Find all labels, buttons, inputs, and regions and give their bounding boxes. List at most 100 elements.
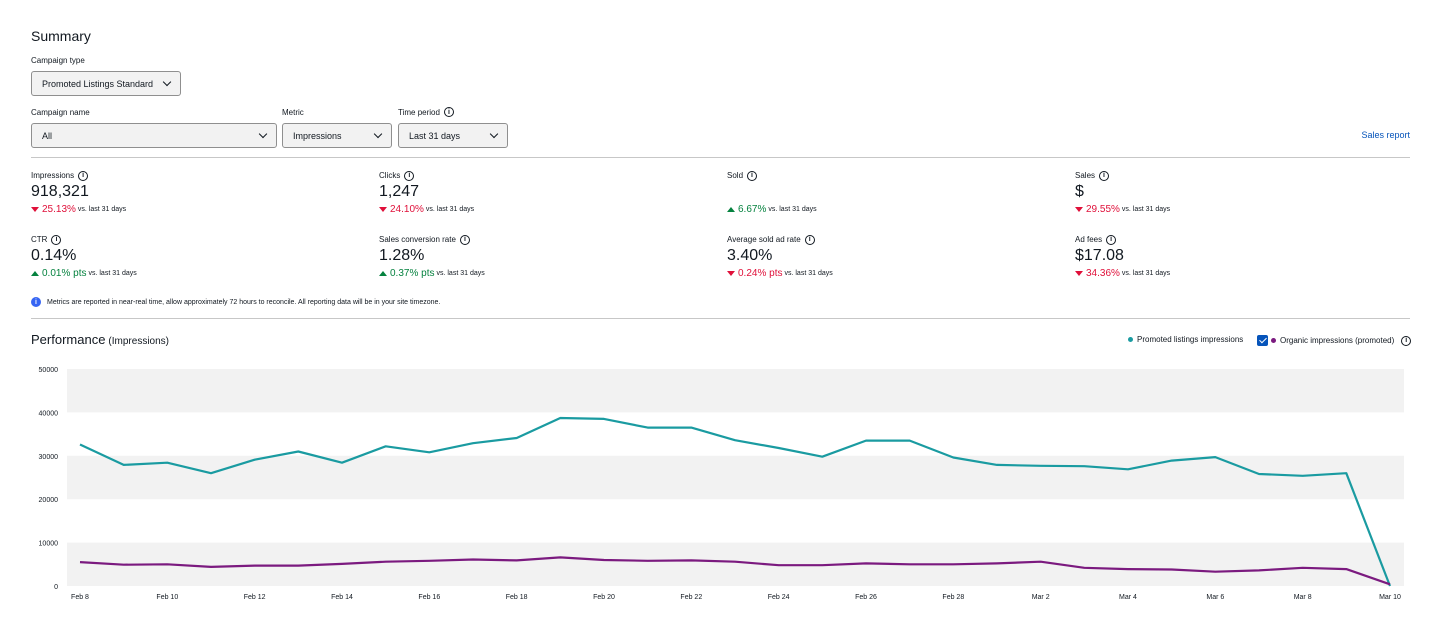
- metric-label-text: Ad fees: [1075, 235, 1103, 244]
- arrow-down-icon: [1075, 270, 1083, 276]
- time-period-select[interactable]: Last 31 days: [398, 123, 508, 148]
- x-tick-label: Feb 8: [71, 594, 89, 601]
- campaign-name-label: Campaign name: [31, 108, 90, 117]
- time-period-label: Time period: [398, 107, 440, 117]
- metric-label: Sales conversion rate i: [379, 234, 709, 245]
- info-icon[interactable]: i: [443, 107, 454, 117]
- info-circle-icon: i: [31, 297, 41, 307]
- metric-label: Sold i: [727, 170, 1057, 181]
- campaign-type-value: Promoted Listings Standard: [42, 78, 154, 89]
- x-tick-label: Feb 16: [418, 594, 440, 601]
- metric-label: Metric: [282, 108, 304, 117]
- x-tick-label: Mar 6: [1206, 594, 1224, 601]
- x-tick-label: Feb 18: [506, 594, 528, 601]
- metric-change-value: 0.37% pts: [390, 267, 435, 279]
- arrow-up-icon: [379, 270, 387, 276]
- promoted-dot-icon: [1128, 337, 1133, 342]
- metric-label-text: Impressions: [31, 171, 75, 180]
- x-tick-label: Mar 4: [1119, 594, 1137, 601]
- metric-card: Impressions i 918,321 25.13% vs. last 31 day…: [31, 170, 361, 215]
- y-tick-label: 20000: [39, 497, 59, 504]
- campaign-type-label: Campaign type: [31, 56, 85, 65]
- y-tick-label: 40000: [39, 410, 59, 417]
- x-tick-label: Feb 24: [768, 594, 790, 601]
- time-period-value: Last 31 days: [409, 130, 461, 141]
- page-title: Summary: [31, 28, 91, 44]
- metric-change-vs: vs. last 31 days: [436, 269, 485, 277]
- info-icon[interactable]: i: [404, 170, 415, 181]
- campaign-type-select[interactable]: Promoted Listings Standard: [31, 71, 181, 96]
- metric-change-vs: vs. last 31 days: [88, 269, 137, 277]
- metric-label: CTR i: [31, 234, 361, 245]
- metric-change: 6.67% vs. last 31 days: [727, 203, 1057, 215]
- metric-value: 1,247: [379, 183, 420, 200]
- legend-promoted[interactable]: Promoted listings impressions: [1128, 335, 1243, 344]
- metric-card: Sales conversion rate i 1.28% 0.37% pts vs. …: [379, 234, 709, 279]
- metric-change-value: 24.10%: [390, 203, 424, 215]
- metric-change-value: 34.36%: [1086, 267, 1120, 279]
- legend-promoted-label: Promoted listings impressions: [1137, 335, 1244, 344]
- metric-value: Impressions: [293, 130, 342, 141]
- metric-value: 918,321: [31, 183, 89, 200]
- info-icon[interactable]: i: [78, 170, 89, 181]
- metric-change: 24.10% vs. last 31 days: [379, 203, 709, 215]
- info-icon[interactable]: i: [459, 234, 470, 245]
- metric-change-value: 0.01% pts: [42, 267, 87, 279]
- info-icon[interactable]: i: [804, 234, 815, 245]
- metric-card: Sold i 6.67% vs. last 31 days: [727, 170, 1057, 215]
- metric-card: Ad fees i $17.08 34.36% vs. last 31 days: [1075, 234, 1405, 279]
- campaign-name-value: All: [42, 130, 53, 141]
- grid-band: [67, 542, 1404, 586]
- arrow-up-icon: [727, 206, 735, 212]
- metric-label: Clicks i: [379, 170, 709, 181]
- metric-value: 1.28%: [379, 247, 425, 264]
- metric-change: 0.24% pts vs. last 31 days: [727, 267, 1057, 279]
- x-tick-label: Feb 12: [244, 594, 266, 601]
- metric-change-vs: vs. last 31 days: [1121, 205, 1171, 213]
- metric-change-vs: vs. last 31 days: [77, 205, 127, 213]
- legend-organic[interactable]: Organic impressions (promoted) i: [1257, 335, 1412, 346]
- checkbox-checked-icon[interactable]: [1257, 335, 1268, 346]
- y-tick-label: 50000: [39, 367, 59, 374]
- info-icon[interactable]: i: [1401, 335, 1412, 346]
- metric-change: 0.37% pts vs. last 31 days: [379, 267, 709, 279]
- metric-value: $: [1075, 183, 1084, 200]
- y-tick-label: 30000: [39, 454, 59, 461]
- time-period-label-wrap: Time period i: [398, 107, 454, 117]
- arrow-down-icon: [379, 206, 387, 212]
- metric-change: 29.55% vs. last 31 days: [1075, 203, 1405, 215]
- info-icon[interactable]: i: [1099, 170, 1110, 181]
- x-tick-label: Mar 10: [1379, 594, 1401, 601]
- metric-change: 34.36% vs. last 31 days: [1075, 267, 1405, 279]
- info-notice: i Metrics are reported in near-real time…: [31, 297, 440, 307]
- metric-label-text: CTR: [31, 235, 48, 244]
- notice-text: Metrics are reported in near-real time, …: [47, 298, 441, 306]
- metric-label: Sales i: [1075, 170, 1405, 181]
- metric-value: 3.40%: [727, 247, 773, 264]
- campaign-name-select[interactable]: All: [31, 123, 277, 148]
- arrow-down-icon: [1075, 206, 1083, 212]
- metric-change-vs: vs. last 31 days: [784, 269, 833, 277]
- metric-label-text: Clicks: [379, 171, 401, 180]
- series-line-promoted: [79, 416, 1392, 587]
- metric-change-value: 0.24% pts: [738, 267, 783, 279]
- metric-select[interactable]: Impressions: [282, 123, 392, 148]
- performance-title: Performance (Impressions): [31, 332, 169, 347]
- summary-divider: [31, 157, 1410, 158]
- performance-divider: [31, 318, 1410, 319]
- info-icon[interactable]: i: [1106, 234, 1117, 245]
- info-icon[interactable]: i: [51, 234, 62, 245]
- metric-card: Sales i $29.55% vs. last 31 days: [1075, 170, 1405, 215]
- sales-report-link[interactable]: Sales report: [1361, 130, 1410, 140]
- grid-band: [67, 455, 1404, 500]
- arrow-down-icon: [31, 206, 39, 212]
- metric-label-text: Sales conversion rate: [379, 235, 456, 244]
- info-icon[interactable]: i: [747, 170, 758, 181]
- metric-card: Clicks i 1,247 24.10% vs. last 31 days: [379, 170, 709, 215]
- metric-change-vs: vs. last 31 days: [1121, 269, 1171, 277]
- series-line-organic: [79, 556, 1391, 586]
- metric-value: 0.14%: [31, 247, 77, 264]
- x-tick-label: Feb 26: [855, 594, 877, 601]
- metric-label-text: Average sold ad rate: [727, 235, 801, 244]
